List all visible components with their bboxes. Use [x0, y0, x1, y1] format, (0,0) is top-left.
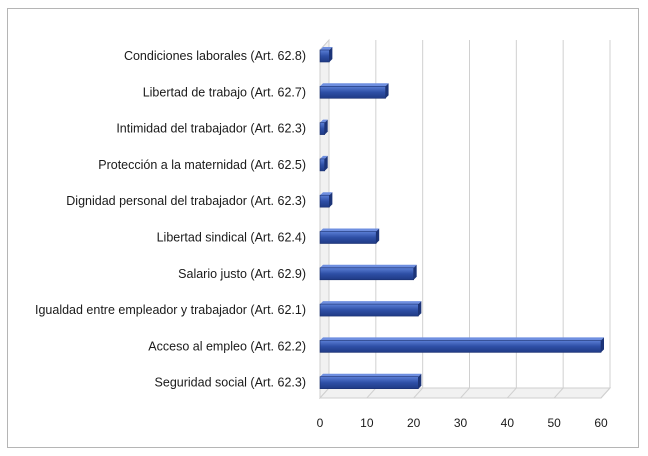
category-label: Libertad sindical (Art. 62.4) — [157, 231, 306, 245]
bar — [319, 373, 422, 390]
x-tick-label: 20 — [407, 416, 421, 430]
bar-front-face — [319, 267, 414, 281]
bar — [319, 228, 380, 244]
x-tick-label: 10 — [360, 416, 374, 430]
bar-top-face — [320, 337, 604, 341]
bar-end-face — [601, 337, 604, 353]
category-label: Dignidad personal del trabajador (Art. 6… — [66, 194, 306, 208]
bar — [319, 264, 417, 281]
category-label: Acceso al empleo (Art. 62.2) — [148, 339, 306, 353]
floor-gridline — [553, 387, 564, 399]
bar-top-face — [320, 119, 328, 123]
floor-gridline — [600, 387, 611, 399]
bar-front-face — [319, 303, 419, 317]
bar-front-face — [319, 158, 325, 172]
bar-end-face — [329, 47, 333, 62]
bar-front-face — [319, 340, 602, 353]
bar-end-face — [418, 301, 422, 317]
bar-end-face — [413, 264, 417, 280]
bar-end-face — [324, 119, 328, 135]
x-tick-label: 60 — [594, 416, 608, 430]
bar-top-face — [320, 192, 333, 196]
bar-top-face — [320, 301, 422, 305]
bar-front-face — [319, 86, 386, 99]
bar-front-face — [319, 376, 419, 390]
bar-top-face — [320, 264, 417, 268]
bar-top-face — [320, 47, 333, 50]
x-tick-label: 50 — [547, 416, 561, 430]
x-tick-label: 0 — [317, 416, 324, 430]
category-label: Intimidad del trabajador (Art. 62.3) — [116, 122, 306, 136]
bar-end-face — [418, 373, 422, 389]
floor-gridline — [366, 387, 377, 399]
category-label: Protección a la maternidad (Art. 62.5) — [98, 158, 306, 172]
bar — [319, 83, 389, 99]
bar-front-face — [319, 49, 330, 63]
bar-top-face — [320, 373, 422, 377]
category-label: Salario justo (Art. 62.9) — [178, 267, 306, 281]
x-tick-label: 30 — [454, 416, 468, 430]
floor-gridline — [460, 387, 470, 399]
bar-front-face — [319, 194, 330, 208]
bar — [319, 301, 422, 317]
x-tick-label: 40 — [501, 416, 515, 430]
bar — [319, 119, 328, 135]
category-label: Igualdad entre empleador y trabajador (A… — [35, 303, 306, 317]
bar-front-face — [319, 231, 377, 244]
bar — [319, 192, 333, 208]
bar-end-face — [376, 228, 380, 244]
bar-top-face — [320, 83, 389, 87]
bar-end-face — [324, 155, 328, 171]
category-label: Condiciones laborales (Art. 62.8) — [124, 49, 306, 63]
category-label: Seguridad social (Art. 62.3) — [155, 376, 306, 390]
bar-top-face — [320, 155, 328, 159]
bar-end-face — [385, 83, 389, 99]
bar-front-face — [319, 122, 325, 135]
bar — [319, 47, 333, 63]
floor-gridline — [413, 387, 424, 399]
floor-gridline — [506, 387, 517, 399]
bar-top-face — [320, 228, 380, 232]
bar — [319, 155, 328, 172]
bar — [319, 337, 604, 353]
bar-end-face — [329, 192, 333, 208]
category-label: Libertad de trabajo (Art. 62.7) — [143, 85, 306, 99]
